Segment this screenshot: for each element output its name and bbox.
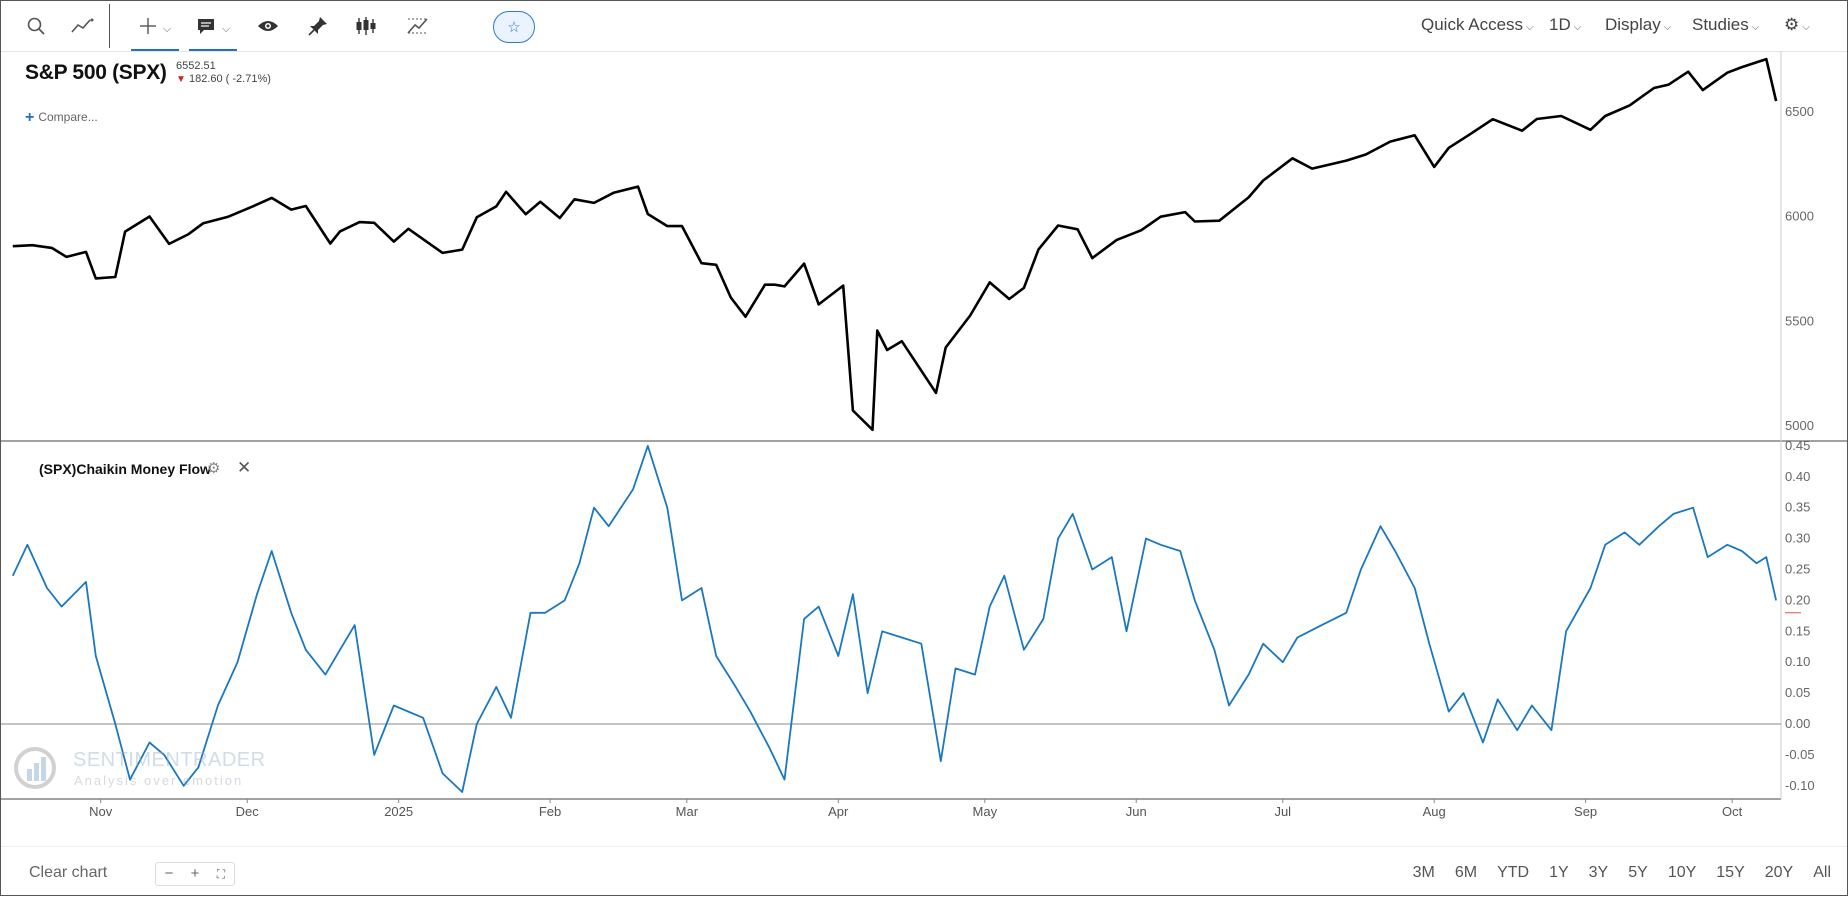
draw-line-icon[interactable]	[69, 9, 97, 43]
x-axis-label: Aug	[1423, 804, 1446, 819]
x-axis-label: Mar	[676, 804, 699, 819]
interval-menu[interactable]: 1D ⌵	[1549, 15, 1581, 35]
compare-button[interactable]: + Compare...	[25, 109, 98, 127]
range-ytd[interactable]: YTD	[1497, 864, 1530, 881]
eye-icon[interactable]	[255, 9, 281, 43]
favorites-button[interactable]: ☆	[493, 11, 535, 43]
display-label: Display	[1605, 15, 1661, 34]
toolbar-divider	[109, 4, 110, 48]
zoom-controls: − + ⛶	[155, 862, 235, 886]
range-5y[interactable]: 5Y	[1628, 864, 1648, 881]
crosshair-icon	[139, 17, 157, 35]
display-menu[interactable]: Display ⌵	[1605, 15, 1671, 35]
gear-icon: ⚙	[1784, 15, 1800, 34]
studies-label: Studies	[1692, 15, 1749, 34]
range-1y[interactable]: 1Y	[1549, 864, 1569, 881]
measure-icon[interactable]	[405, 9, 431, 43]
compare-label: Compare...	[38, 110, 98, 124]
range-3y[interactable]: 3Y	[1588, 864, 1609, 881]
watermark-logo	[14, 747, 56, 789]
x-axis-label: May	[973, 804, 998, 819]
crosshair-tool-button[interactable]: ⌵	[131, 9, 179, 51]
chevron-down-icon: ⌵	[1751, 22, 1760, 33]
study-label: (SPX)Chaikin Money Flow	[39, 461, 211, 477]
chevron-down-icon: ⌵	[1573, 22, 1582, 33]
x-axis-label: Jun	[1126, 804, 1147, 819]
quick-access-label: Quick Access	[1421, 15, 1524, 34]
pin-icon[interactable]	[305, 9, 331, 43]
footer: Clear chart − + ⛶ 3M 6M YTD 1Y 3Y 5Y 10Y…	[1, 846, 1847, 896]
study-close-icon[interactable]: ✕	[237, 458, 252, 477]
fit-screen-button[interactable]: ⛶	[216, 867, 226, 881]
watermark: SENTIMENTRADER Analysis over emotion	[13, 745, 273, 795]
clear-chart-button[interactable]: Clear chart	[29, 864, 108, 881]
toolbar: ⌵ ⌵ ☆ Quick Access ⌵ 1D ⌵ Display ⌵ Studies…	[1, 1, 1847, 52]
price-axis-tick: 5500	[1785, 313, 1814, 328]
study-settings-gear-icon[interactable]: ⚙	[207, 460, 221, 477]
cmf-axis-tick: 0.25	[1785, 562, 1810, 577]
chevron-down-icon: ⌵	[221, 22, 231, 35]
x-axis-label: Feb	[539, 804, 561, 819]
x-axis-label: Apr	[828, 804, 849, 819]
x-axis-label: Nov	[89, 804, 113, 819]
x-axis-label: Jul	[1274, 804, 1291, 819]
price-axis-tick: 6500	[1785, 104, 1814, 119]
cmf-axis-tick: 0.35	[1785, 500, 1810, 515]
cmf-axis-tick: 0.45	[1785, 438, 1810, 453]
range-20y[interactable]: 20Y	[1764, 864, 1794, 881]
price-axis-tick: 6000	[1785, 209, 1814, 224]
cmf-axis-tick: 0.05	[1785, 685, 1810, 700]
watermark-brand: SENTIMENTRADER	[73, 749, 266, 771]
price-axis-tick: 5000	[1785, 418, 1814, 433]
comment-icon	[196, 17, 216, 35]
last-price: 6552.51	[176, 60, 216, 72]
x-axis-label: Dec	[236, 804, 260, 819]
cmf-axis-tick: 0.00	[1785, 716, 1810, 731]
active-indicator	[189, 49, 237, 51]
candlestick-icon[interactable]	[353, 9, 379, 43]
down-arrow-icon: ▼	[176, 74, 186, 85]
settings-menu[interactable]: ⚙ ⌵	[1784, 15, 1810, 35]
cmf-axis-tick: -0.10	[1785, 778, 1815, 793]
plus-icon: +	[25, 109, 35, 126]
cmf-axis-tick: 0.20	[1785, 592, 1810, 607]
chevron-down-icon: ⌵	[1526, 22, 1534, 33]
x-axis-label: Oct	[1722, 804, 1743, 819]
range-10y[interactable]: 10Y	[1667, 864, 1697, 881]
star-icon: ☆	[507, 19, 521, 36]
cmf-axis-tick: 0.40	[1785, 469, 1810, 484]
watermark-tagline: Analysis over emotion	[74, 773, 244, 788]
cmf-axis-tick: 0.10	[1785, 654, 1810, 669]
x-axis-label: Sep	[1574, 804, 1597, 819]
range-selector: 3M 6M YTD 1Y 3Y 5Y 10Y 15Y 20Y All	[1393, 864, 1831, 882]
chevron-down-icon: ⌵	[162, 22, 172, 35]
range-all[interactable]: All	[1813, 864, 1831, 881]
cmf-axis-tick: -0.05	[1785, 747, 1815, 762]
range-6m[interactable]: 6M	[1454, 864, 1478, 881]
search-icon[interactable]	[23, 9, 49, 43]
chevron-down-icon: ⌵	[1663, 22, 1672, 33]
active-indicator	[131, 49, 179, 51]
interval-label: 1D	[1549, 15, 1571, 34]
price-series-line	[12, 57, 1778, 432]
zoom-in-button[interactable]: +	[190, 865, 200, 882]
price-change: ▼ 182.60 ( -2.71%)	[176, 73, 271, 85]
comment-tool-button[interactable]: ⌵	[189, 9, 237, 51]
studies-menu[interactable]: Studies ⌵	[1692, 15, 1759, 35]
range-15y[interactable]: 15Y	[1716, 864, 1745, 881]
cmf-axis-tick: 0.30	[1785, 531, 1810, 546]
cmf-series-line	[11, 444, 1777, 793]
zoom-out-button[interactable]: −	[164, 865, 174, 882]
quick-access-menu[interactable]: Quick Access ⌵	[1421, 15, 1534, 35]
chart-canvas[interactable]: 5000 5500 6000 6500 -0.10 -0.05 0.00 0.05 0.10 0.…	[1, 51, 1847, 845]
price-change-value: 182.60 ( -2.71%)	[188, 73, 271, 85]
cmf-axis-tick: 0.15	[1785, 623, 1810, 638]
x-axis-label: 2025	[384, 804, 413, 819]
chevron-down-icon: ⌵	[1802, 22, 1810, 33]
range-3m[interactable]: 3M	[1412, 864, 1435, 881]
symbol-title: S&P 500 (SPX)	[25, 61, 167, 84]
